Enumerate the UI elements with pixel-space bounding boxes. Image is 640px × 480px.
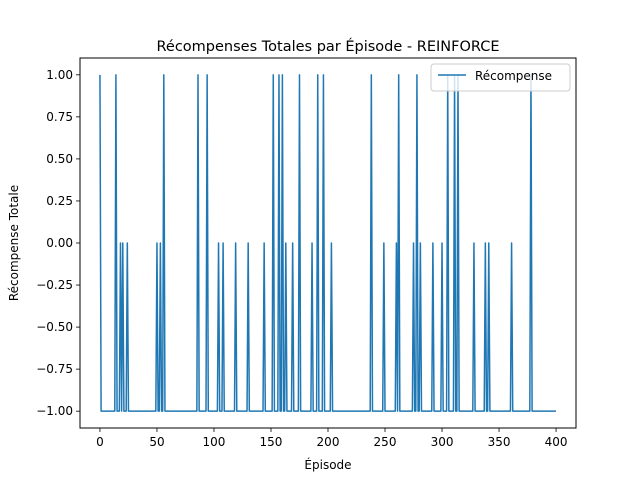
x-tick-label: 350 [488,435,511,449]
legend: Récompense [430,63,571,92]
x-tick-label: 400 [545,435,568,449]
y-tick-label: 1.00 [46,68,73,82]
x-tick-label: 0 [96,435,104,449]
legend-box [430,63,571,92]
y-tick-label: 0.50 [46,152,73,166]
x-tick-label: 300 [431,435,454,449]
x-tick-label: 100 [203,435,226,449]
x-tick-label: 150 [260,435,283,449]
x-axis: 0 50 100 150 200 250 300 350 400 [96,428,567,449]
y-tick-label: −0.75 [36,362,73,376]
x-tick-label: 200 [317,435,340,449]
series-line-recompense [99,74,557,412]
y-tick-label: 0.25 [46,194,73,208]
y-axis: −1.00 −0.75 −0.50 −0.25 0.00 0.25 0.50 0.75 1.00 [36,68,80,418]
x-tick-label: 50 [149,435,164,449]
chart-title: Récompenses Totales par Épisode - REINFO… [156,38,499,55]
plot-background [80,58,576,428]
y-tick-label: −1.00 [36,404,73,418]
y-tick-label: 0.75 [46,110,73,124]
y-axis-label: Récompense Totale [7,185,21,301]
y-tick-label: −0.50 [36,320,73,334]
x-axis-label: Épisode [304,457,351,472]
y-tick-label: 0.00 [46,236,73,250]
x-tick-label: 250 [374,435,397,449]
plot-area [79,57,577,429]
legend-label: Récompense [475,69,552,83]
y-tick-label: −0.25 [36,278,73,292]
